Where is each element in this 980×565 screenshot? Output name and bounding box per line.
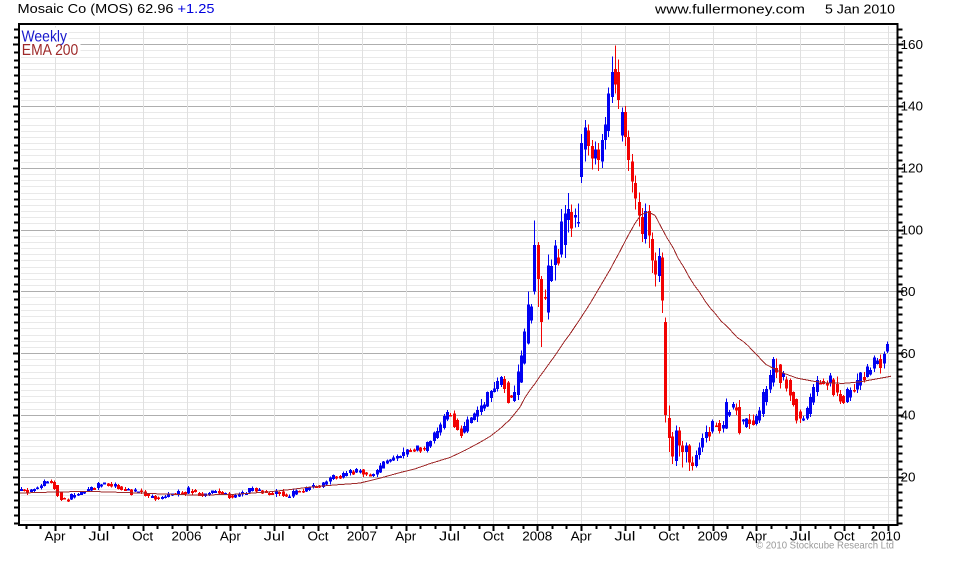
svg-text:140: 140	[901, 99, 924, 114]
svg-text:Weekly: Weekly	[22, 28, 68, 45]
svg-text:2009: 2009	[698, 529, 728, 544]
svg-text:Oct: Oct	[483, 529, 504, 544]
svg-text:40: 40	[901, 408, 916, 423]
svg-text:2007: 2007	[347, 529, 377, 544]
svg-text:Oct: Oct	[834, 529, 855, 544]
svg-text:Oct: Oct	[658, 529, 679, 544]
svg-text:+1.25: +1.25	[178, 1, 215, 16]
svg-text:160: 160	[901, 37, 924, 52]
svg-text:© 2010 Stockcube Research Ltd: © 2010 Stockcube Research Ltd	[756, 541, 894, 552]
svg-text:Jul: Jul	[790, 529, 811, 544]
svg-text:Apr: Apr	[395, 529, 417, 544]
svg-text:Jul: Jul	[264, 529, 285, 544]
svg-text:Jul: Jul	[614, 529, 635, 544]
svg-text:Jul: Jul	[439, 529, 460, 544]
svg-text:www.fullermoney.com: www.fullermoney.com	[654, 2, 805, 17]
svg-text:80: 80	[901, 284, 916, 299]
svg-text:Apr: Apr	[45, 529, 67, 544]
svg-text:100: 100	[901, 222, 924, 237]
svg-text:Apr: Apr	[220, 529, 242, 544]
svg-text:Oct: Oct	[308, 529, 329, 544]
svg-text:20: 20	[901, 469, 916, 484]
svg-text:Apr: Apr	[571, 529, 593, 544]
svg-text:5 Jan 2010: 5 Jan 2010	[825, 2, 895, 17]
svg-text:60: 60	[901, 346, 916, 361]
svg-text:2008: 2008	[522, 529, 552, 544]
svg-text:Apr: Apr	[746, 529, 768, 544]
svg-text:EMA 200: EMA 200	[22, 42, 79, 59]
svg-text:120: 120	[901, 161, 924, 176]
svg-text:Jul: Jul	[88, 529, 109, 544]
svg-text:2006: 2006	[172, 529, 202, 544]
svg-text:Oct: Oct	[132, 529, 153, 544]
svg-text:2010: 2010	[871, 529, 901, 544]
svg-text:Mosaic Co (MOS) 62.96: Mosaic Co (MOS) 62.96	[18, 1, 174, 16]
